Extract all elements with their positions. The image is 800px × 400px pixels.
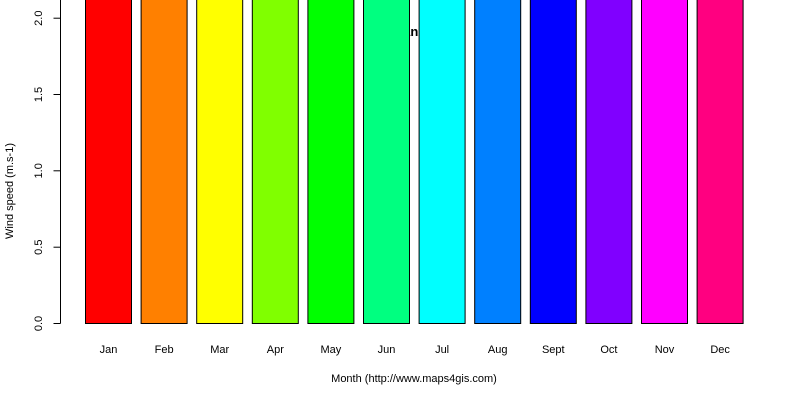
x-axis-labels: Jan Feb Mar Apr May Jun Jul Aug Sept Oct Nov Dec [100,344,731,356]
bar-apr [251,0,299,325]
x-tick-label: Jun [378,344,396,356]
x-tick-label: Feb [155,344,174,356]
bar-nov [641,0,688,324]
x-tick-label: Oct [600,344,617,356]
y-tick-label: 1.0 [33,163,45,178]
y-axis: 0.00.51.01.52.02.53.0 [33,0,61,331]
y-tick-label: 1.5 [33,87,45,102]
y-axis-title: Wind speed (m.s-1) [4,143,16,239]
bar-aug [474,0,522,324]
bar-jan [85,0,132,324]
bar-jul [418,0,466,324]
bar-oct [585,0,633,324]
bar-may [307,0,355,325]
x-tick-label: Sept [542,344,565,356]
x-tick-label: Jul [435,344,449,356]
x-axis-title: Month (http://www.maps4gis.com) [331,373,497,385]
x-tick-label: Jan [100,344,118,356]
x-tick-label: Apr [267,344,284,356]
x-tick-label: Nov [655,344,675,356]
y-tick-label: 0.0 [33,316,45,331]
y-tick-label: 2.0 [33,11,45,26]
bar-dec [696,0,744,324]
bar-jun [363,0,410,324]
x-tick-label: Aug [488,344,508,356]
bars [85,0,744,325]
x-tick-label: Mar [210,344,229,356]
bar-sept [529,0,577,324]
bar-feb [140,0,188,324]
x-tick-label: May [321,344,342,356]
x-tick-label: Dec [710,344,730,356]
y-tick-label: 0.5 [33,240,45,255]
bar-mar [196,0,244,325]
